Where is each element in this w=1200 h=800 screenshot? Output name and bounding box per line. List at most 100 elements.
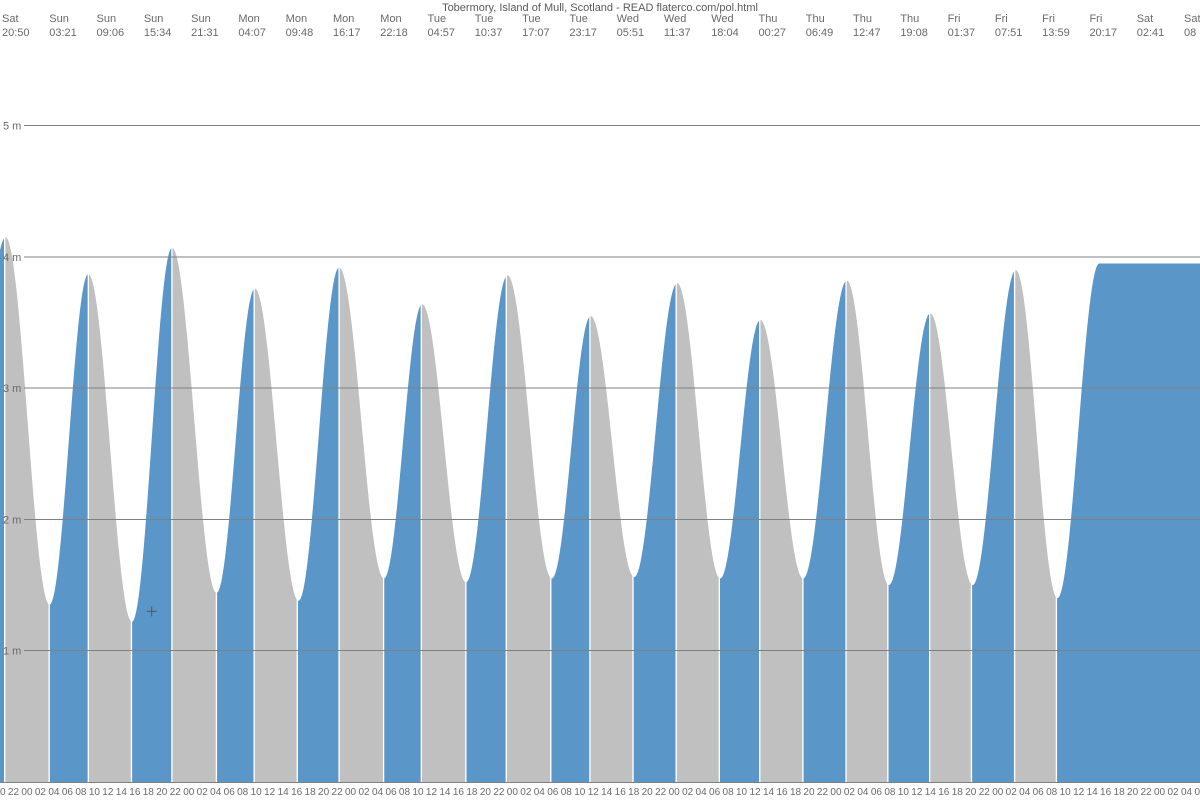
x-axis-label: 00 — [345, 787, 357, 798]
x-axis-label: 04 — [1019, 787, 1031, 798]
x-axis-label: 02 — [682, 787, 694, 798]
x-axis-label: 04 — [534, 787, 546, 798]
top-time-label: 04:07 — [238, 27, 266, 39]
top-day-label: Sat — [1184, 13, 1200, 25]
top-time-label: 19:08 — [900, 27, 928, 39]
y-axis-label: 2 m — [3, 514, 21, 526]
x-axis-label: 12 — [426, 787, 438, 798]
tide-rising-area — [467, 277, 506, 782]
x-axis-label: 10 — [898, 787, 910, 798]
x-axis-label: 20 — [318, 787, 330, 798]
tide-rising-area — [50, 274, 88, 782]
tide-chart: 1 m2 m3 m4 m5 m2022000204060810121416182… — [0, 0, 1200, 800]
x-axis-label: 18 — [790, 787, 802, 798]
x-axis-label: 22 — [170, 787, 182, 798]
top-time-label: 22:18 — [380, 27, 408, 39]
x-axis-label: 00 — [507, 787, 519, 798]
x-axis-label: 02 — [358, 787, 370, 798]
x-axis-label: 22 — [655, 787, 667, 798]
x-axis-label: 04 — [210, 787, 222, 798]
tide-rising-area — [972, 272, 1014, 782]
x-axis-label: 14 — [116, 787, 128, 798]
x-axis-label: 20 — [0, 787, 6, 798]
top-time-label: 17:07 — [522, 27, 550, 39]
x-axis-label: 02 — [520, 787, 532, 798]
tide-falling-area — [255, 288, 297, 782]
x-axis-label: 04 — [857, 787, 869, 798]
x-axis-label: 10 — [412, 787, 424, 798]
x-axis-label: 02 — [35, 787, 47, 798]
top-day-label: Mon — [333, 13, 354, 25]
x-axis-label: 22 — [493, 787, 505, 798]
x-axis-label: 18 — [628, 787, 640, 798]
x-axis-label: 08 — [75, 787, 87, 798]
x-axis-label: 06 — [385, 787, 397, 798]
x-axis-label: 16 — [615, 787, 627, 798]
tide-rising-area — [889, 314, 929, 782]
top-day-label: Mon — [286, 13, 307, 25]
x-axis-label: 08 — [723, 787, 735, 798]
tide-rising-area — [132, 248, 171, 782]
top-time-label: 09:06 — [97, 27, 125, 39]
x-axis-label: 12 — [102, 787, 114, 798]
top-day-label: Tue — [569, 13, 588, 25]
tide-falling-area — [1015, 270, 1055, 782]
x-axis-label: 04 — [696, 787, 708, 798]
tide-rising-area — [720, 321, 759, 782]
top-day-label: Sun — [97, 13, 117, 25]
x-axis-label: 06 — [709, 787, 721, 798]
y-axis-label: 1 m — [3, 646, 21, 658]
top-time-label: 21:31 — [191, 27, 219, 39]
x-axis-label: 14 — [278, 787, 290, 798]
x-axis-label: 06 — [224, 787, 236, 798]
y-axis-label: 3 m — [3, 383, 21, 395]
top-time-label: 09:48 — [286, 27, 314, 39]
tide-falling-area — [677, 283, 719, 782]
x-axis-label: 10 — [89, 787, 101, 798]
x-axis-label: 00 — [1154, 787, 1166, 798]
x-axis-label: 10 — [574, 787, 586, 798]
top-day-label: Wed — [711, 13, 733, 25]
x-axis-label: 06 — [547, 787, 559, 798]
x-axis-label: 12 — [264, 787, 276, 798]
x-axis-label: 16 — [938, 787, 950, 798]
top-time-label: 15:34 — [144, 27, 172, 39]
x-axis-label: 12 — [1073, 787, 1085, 798]
top-time-label: 00:27 — [758, 27, 786, 39]
x-axis-label: 16 — [129, 787, 141, 798]
top-day-label: Thu — [853, 13, 872, 25]
top-time-label: 12:47 — [853, 27, 881, 39]
top-day-label: Thu — [758, 13, 777, 25]
tide-rising-area — [217, 289, 253, 782]
x-axis-label: 18 — [1114, 787, 1126, 798]
x-axis-label: 14 — [439, 787, 451, 798]
x-axis-label: 00 — [830, 787, 842, 798]
x-axis-label: 16 — [291, 787, 303, 798]
top-time-label: 06:49 — [806, 27, 834, 39]
x-axis-label: 14 — [601, 787, 613, 798]
tide-rising-area — [1057, 263, 1200, 782]
x-axis-label: 16 — [776, 787, 788, 798]
top-day-label: Mon — [380, 13, 401, 25]
top-time-label: 11:37 — [664, 27, 691, 39]
x-axis-label: 02 — [844, 787, 856, 798]
top-time-label: 08 — [1184, 27, 1196, 39]
top-time-label: 13:59 — [1042, 27, 1070, 39]
x-axis-label: 20 — [803, 787, 815, 798]
x-axis-label: 12 — [911, 787, 923, 798]
x-axis-label: 04 — [48, 787, 60, 798]
x-axis-label: 00 — [183, 787, 195, 798]
top-time-label: 10:37 — [475, 27, 503, 39]
x-axis-label: 08 — [237, 787, 249, 798]
top-day-label: Tue — [522, 13, 541, 25]
top-time-label: 20:50 — [2, 27, 30, 39]
x-axis-label: 16 — [1100, 787, 1112, 798]
x-axis-label: 18 — [952, 787, 964, 798]
x-axis-label: 22 — [1141, 787, 1153, 798]
top-day-label: Wed — [664, 13, 686, 25]
tide-rising-area — [634, 284, 676, 782]
top-day-label: Sun — [144, 13, 164, 25]
x-axis-label: 04 — [372, 787, 384, 798]
top-day-label: Thu — [806, 13, 825, 25]
top-time-label: 20:17 — [1089, 27, 1117, 39]
